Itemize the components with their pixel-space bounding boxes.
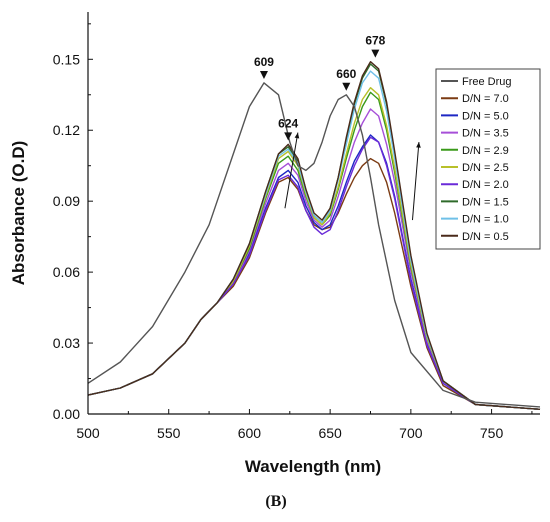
- series-layer: [87, 61, 541, 410]
- trend-arrow-shaft: [284, 132, 299, 209]
- series-line-free-drug: [87, 82, 541, 408]
- peak-marker: [342, 82, 351, 91]
- peak-label: 624: [278, 116, 298, 130]
- peak-marker: [371, 49, 380, 58]
- legend-entry: D/N = 7.0: [462, 93, 509, 105]
- y-tick-label: 0.12: [53, 122, 80, 138]
- x-tick-label: 500: [76, 425, 100, 441]
- legend-entry: D/N = 1.0: [462, 214, 509, 226]
- legend-entry: D/N = 2.0: [462, 179, 509, 191]
- trend-arrow-shaft: [411, 142, 420, 221]
- x-tick-label: 700: [399, 425, 423, 441]
- trend-arrow-head: [294, 132, 300, 139]
- peak-label: 678: [365, 34, 385, 48]
- legend-entry: Free Drug: [462, 76, 512, 88]
- series-line-d-n-0-5: [87, 61, 541, 410]
- peak-label: 660: [336, 67, 356, 81]
- trend-arrow-head: [416, 142, 421, 148]
- y-tick-label: 0.06: [53, 264, 80, 280]
- legend-entry: D/N = 0.5: [462, 231, 509, 243]
- y-tick-label: 0.00: [53, 406, 80, 422]
- panel-label: (B): [265, 493, 286, 510]
- axes-layer: 500 550 600 650 700 750 0.00 0.03 0.06 0.09 0.12 0.…: [53, 12, 540, 441]
- legend-entry: D/N = 2.9: [462, 145, 509, 157]
- x-tick-label: 550: [157, 425, 181, 441]
- x-axis-title: Wavelength (nm): [245, 457, 381, 476]
- y-axis-title: Absorbance (O.D): [9, 141, 28, 286]
- x-tick-label: 600: [238, 425, 262, 441]
- y-tick-label: 0.03: [53, 335, 80, 351]
- peak-marker: [259, 70, 268, 79]
- legend-entry: D/N = 5.0: [462, 110, 509, 122]
- annotation-layer: 609 624 660 678: [254, 34, 421, 221]
- y-tick-label: 0.15: [53, 51, 80, 67]
- legend-entry: D/N = 2.5: [462, 162, 509, 174]
- legend: Free Drug D/N = 7.0 D/N = 5.0 D/N = 3.5 D/N …: [435, 68, 541, 250]
- legend-entry: D/N = 1.5: [462, 196, 509, 208]
- y-tick-label: 0.09: [53, 193, 80, 209]
- x-tick-label: 750: [480, 425, 504, 441]
- peak-marker: [284, 132, 293, 141]
- peak-label: 609: [254, 55, 274, 69]
- x-tick-label: 650: [318, 425, 342, 441]
- legend-entry: D/N = 3.5: [462, 128, 509, 140]
